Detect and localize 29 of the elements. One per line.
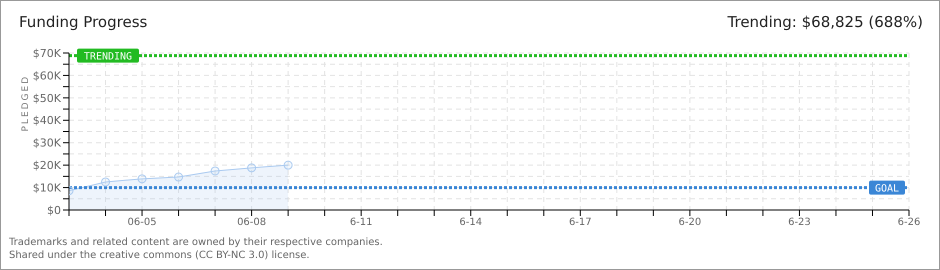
- chart-subtitle: Trending: $68,825 (688%): [728, 13, 923, 31]
- ref-line-label: GOAL: [874, 184, 900, 195]
- x-tick-label: 6-11: [350, 217, 373, 228]
- point: [138, 174, 147, 184]
- x-tick-label: 6-20: [678, 217, 702, 228]
- y-tick-label: $40K: [32, 114, 62, 128]
- x-tick-label: 6-23: [788, 217, 811, 228]
- y-tick-label: $20K: [32, 159, 62, 172]
- point: [284, 160, 293, 170]
- y-tick-label: $10K: [32, 181, 62, 194]
- y-tick-label: $70K: [32, 46, 62, 60]
- point: [174, 172, 184, 182]
- x-tick-label: 6-17: [568, 217, 592, 228]
- text: Shared under the creative commons (CC BY-NC 3.0) license.: [9, 250, 310, 261]
- x-tick-label: 6-26: [898, 217, 920, 228]
- x-tick-label: 06-08: [237, 217, 266, 228]
- ref-line-label: TRENDING: [84, 52, 132, 63]
- y-axis-title: PLEDGED: [21, 74, 32, 132]
- chart-title: Funding Progress: [19, 13, 148, 31]
- y-tick-label: $30K: [32, 136, 62, 150]
- y-tick-label: $60K: [32, 69, 62, 82]
- y-tick-label: $0: [47, 204, 61, 217]
- x-tick-label: 06-05: [128, 217, 157, 228]
- y-tick-label: $50K: [32, 92, 62, 105]
- text: Trademarks and related content are owned by their respective companies.: [9, 237, 383, 248]
- point: [210, 166, 220, 176]
- point: [101, 177, 110, 186]
- point: [247, 163, 256, 172]
- x-tick-label: 6-14: [459, 217, 482, 228]
